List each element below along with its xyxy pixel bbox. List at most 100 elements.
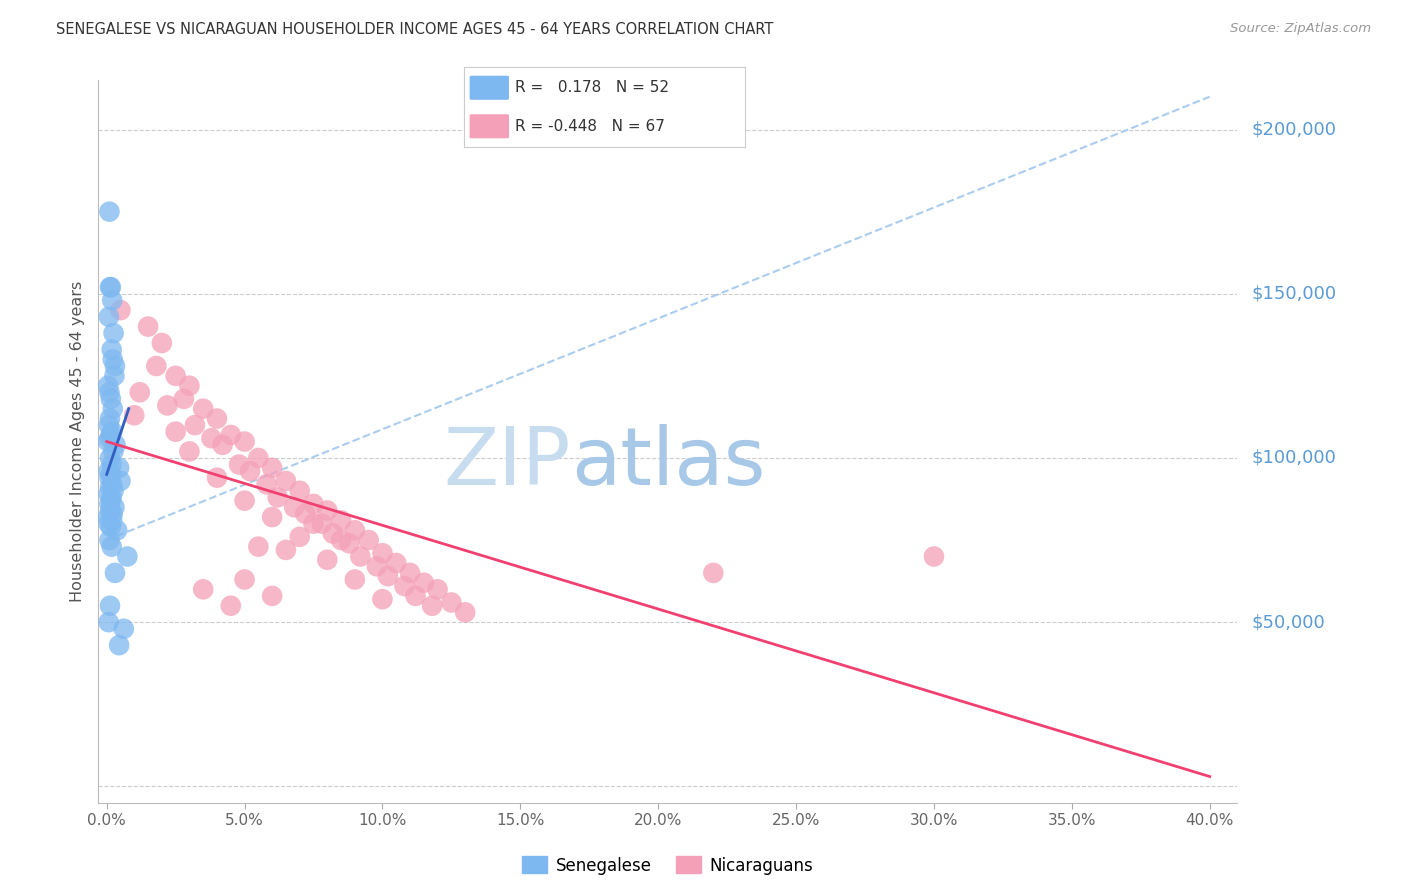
Point bbox=[104, 438, 127, 452]
Point bbox=[262, 460, 284, 475]
Point bbox=[98, 471, 121, 485]
Point bbox=[357, 533, 380, 547]
Point bbox=[100, 343, 122, 357]
Point bbox=[266, 491, 288, 505]
Point bbox=[316, 553, 339, 567]
Point bbox=[100, 540, 122, 554]
Point bbox=[311, 516, 333, 531]
Point bbox=[98, 503, 121, 517]
Text: SENEGALESE VS NICARAGUAN HOUSEHOLDER INCOME AGES 45 - 64 YEARS CORRELATION CHART: SENEGALESE VS NICARAGUAN HOUSEHOLDER INC… bbox=[56, 22, 773, 37]
Point bbox=[101, 477, 124, 491]
Legend: Senegalese, Nicaraguans: Senegalese, Nicaraguans bbox=[516, 850, 820, 881]
Point bbox=[193, 582, 215, 597]
Point bbox=[97, 464, 120, 478]
Text: Source: ZipAtlas.com: Source: ZipAtlas.com bbox=[1230, 22, 1371, 36]
Point bbox=[233, 573, 256, 587]
Point bbox=[100, 520, 122, 534]
Point bbox=[322, 526, 344, 541]
Point bbox=[371, 592, 394, 607]
Point bbox=[922, 549, 945, 564]
Text: ZIP: ZIP bbox=[444, 425, 571, 502]
Point bbox=[100, 467, 122, 482]
Point bbox=[377, 569, 399, 583]
Point bbox=[100, 458, 122, 472]
Point bbox=[122, 409, 145, 423]
Point bbox=[101, 401, 124, 416]
FancyBboxPatch shape bbox=[470, 114, 509, 138]
Point bbox=[440, 595, 463, 609]
Point bbox=[101, 352, 124, 367]
Point bbox=[179, 444, 201, 458]
Point bbox=[97, 378, 120, 392]
Point bbox=[101, 513, 124, 527]
Point bbox=[256, 477, 278, 491]
Point bbox=[97, 310, 120, 324]
Point bbox=[108, 638, 131, 652]
Y-axis label: Householder Income Ages 45 - 64 years: Householder Income Ages 45 - 64 years bbox=[70, 281, 86, 602]
Point bbox=[112, 622, 135, 636]
Point bbox=[101, 425, 124, 439]
Point bbox=[145, 359, 167, 373]
Point bbox=[98, 497, 121, 511]
Point bbox=[330, 513, 353, 527]
Point bbox=[337, 536, 360, 550]
Point bbox=[184, 418, 207, 433]
Point bbox=[103, 444, 125, 458]
Text: $150,000: $150,000 bbox=[1251, 285, 1336, 302]
Text: R =   0.178   N = 52: R = 0.178 N = 52 bbox=[515, 80, 669, 95]
Point bbox=[103, 368, 125, 383]
Point bbox=[101, 507, 124, 521]
Point bbox=[150, 336, 173, 351]
Text: atlas: atlas bbox=[571, 425, 765, 502]
Point bbox=[302, 497, 325, 511]
Point bbox=[211, 438, 233, 452]
Point bbox=[98, 411, 121, 425]
Point bbox=[100, 392, 122, 406]
Point bbox=[283, 500, 305, 515]
Point bbox=[105, 523, 128, 537]
Point bbox=[288, 530, 311, 544]
Point bbox=[100, 280, 122, 294]
Point bbox=[128, 385, 150, 400]
Point bbox=[103, 326, 125, 341]
Point bbox=[454, 605, 477, 619]
Point bbox=[165, 425, 187, 439]
Point bbox=[302, 516, 325, 531]
Point bbox=[366, 559, 388, 574]
Point bbox=[104, 359, 127, 373]
Point bbox=[108, 460, 131, 475]
Point bbox=[205, 411, 228, 425]
Point bbox=[97, 510, 120, 524]
Point bbox=[288, 483, 311, 498]
Point bbox=[100, 493, 122, 508]
Point bbox=[247, 450, 270, 465]
Point bbox=[97, 418, 120, 433]
Point bbox=[98, 385, 121, 400]
Point bbox=[103, 500, 125, 515]
Point bbox=[117, 549, 139, 564]
Point bbox=[200, 431, 222, 445]
Point bbox=[228, 458, 250, 472]
Point bbox=[219, 428, 242, 442]
Point bbox=[412, 575, 434, 590]
Point bbox=[97, 516, 120, 531]
Point bbox=[385, 556, 408, 570]
Point bbox=[110, 303, 132, 318]
Point bbox=[399, 566, 422, 580]
Point bbox=[104, 566, 127, 580]
Point bbox=[165, 368, 187, 383]
Point bbox=[98, 204, 121, 219]
Point bbox=[330, 533, 353, 547]
Text: R = -0.448   N = 67: R = -0.448 N = 67 bbox=[515, 119, 665, 134]
Point bbox=[239, 464, 262, 478]
Point bbox=[702, 566, 724, 580]
Point bbox=[343, 573, 366, 587]
Point bbox=[262, 589, 284, 603]
Point bbox=[294, 507, 316, 521]
Point bbox=[97, 434, 120, 449]
Point bbox=[136, 319, 159, 334]
Point bbox=[420, 599, 443, 613]
Point bbox=[233, 434, 256, 449]
Point bbox=[371, 546, 394, 560]
Point bbox=[173, 392, 195, 406]
